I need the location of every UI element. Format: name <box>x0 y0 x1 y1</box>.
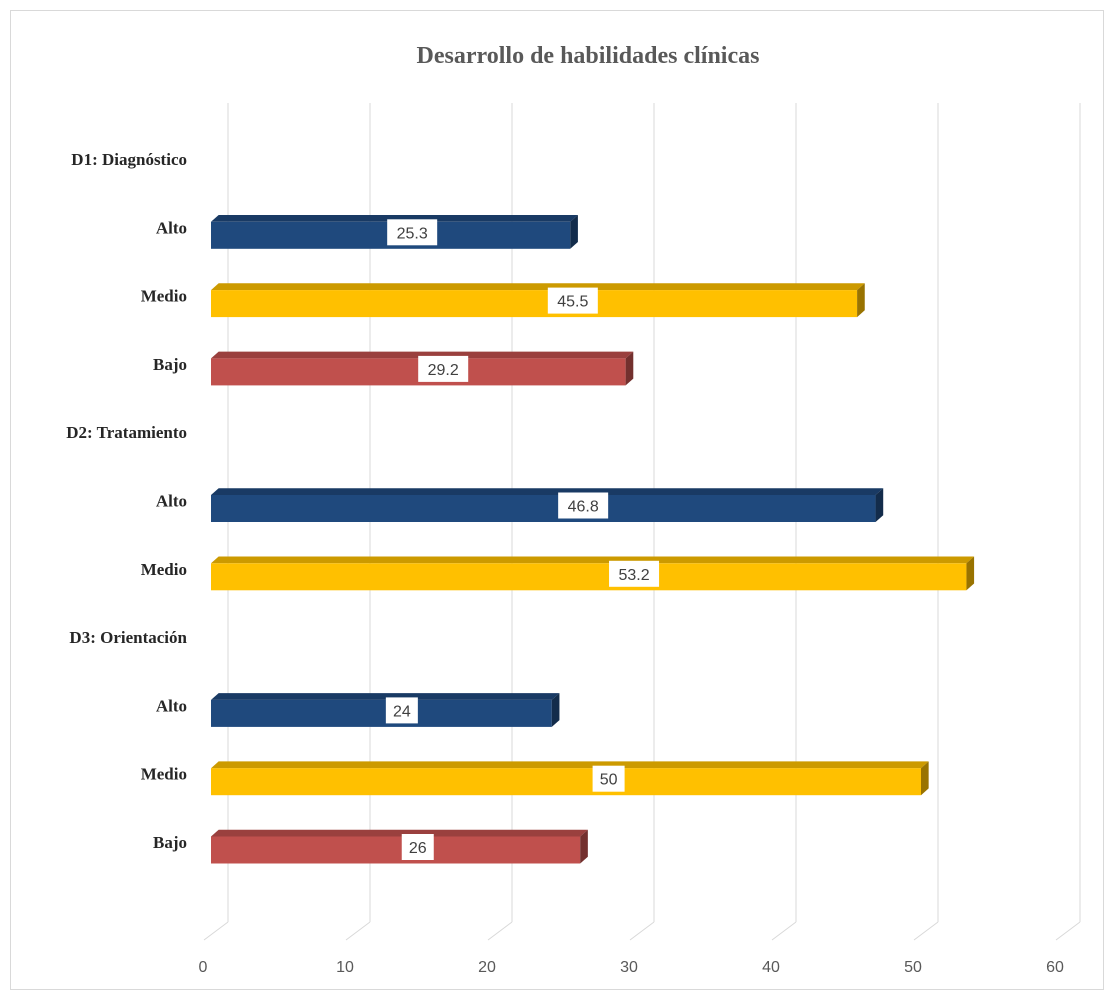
floor-gridline <box>1055 921 1081 941</box>
category-label: Alto <box>156 218 187 237</box>
data-label-text: 50 <box>600 772 618 789</box>
group-label: D3: Orientación <box>69 628 187 647</box>
data-label: 25.3 <box>387 219 438 246</box>
data-label: 26 <box>401 834 434 860</box>
category-label: Bajo <box>153 833 187 852</box>
x-tick-label: 60 <box>1046 959 1064 976</box>
data-label-text: 53.2 <box>618 567 649 584</box>
data-label: 50 <box>592 765 625 792</box>
bar-front <box>211 699 552 727</box>
bar-end <box>875 488 884 522</box>
data-label: 45.5 <box>547 287 598 314</box>
bar-front <box>211 495 876 522</box>
data-label-text: 46.8 <box>568 499 599 516</box>
bar-front <box>211 768 921 796</box>
data-label: 46.8 <box>558 492 609 519</box>
category-label: Alto <box>156 696 187 715</box>
category-label: Medio <box>141 765 187 784</box>
data-label: 24 <box>385 697 418 724</box>
bar-end <box>966 556 975 591</box>
bar-front <box>211 563 967 591</box>
x-axis-ticks: 0 10 20 30 40 50 60 <box>199 959 1064 976</box>
x-tick-label: 50 <box>904 959 922 976</box>
bar-top <box>211 351 634 359</box>
category-label: Medio <box>141 560 187 579</box>
bar-top <box>211 761 929 769</box>
bar <box>211 761 929 796</box>
bar-front <box>211 290 858 318</box>
bar-end <box>551 693 560 727</box>
bar-end <box>580 829 588 864</box>
data-label: 53.2 <box>609 560 660 587</box>
bar <box>211 283 865 318</box>
data-label-box <box>385 697 418 724</box>
data-label-text: 24 <box>393 703 411 720</box>
floor-gridline <box>203 921 229 941</box>
floor-gridline <box>345 921 371 941</box>
bar-top <box>211 693 560 700</box>
bar <box>211 488 884 522</box>
x-tick-label: 40 <box>762 959 780 976</box>
data-label-box <box>609 560 660 587</box>
x-tick-label: 10 <box>336 959 354 976</box>
chart-title: Desarrollo de habilidades clínicas <box>417 43 760 69</box>
data-label-box <box>387 219 438 246</box>
data-label: 29.2 <box>418 355 469 382</box>
data-label-text: 29.2 <box>428 362 459 379</box>
bar-top <box>211 283 865 291</box>
data-label-text: 25.3 <box>397 225 428 242</box>
floor-gridline <box>913 921 939 941</box>
x-tick-label: 0 <box>199 959 208 976</box>
bar-top <box>211 488 884 495</box>
bar-top <box>211 556 975 564</box>
category-labels: D1: Diagnóstico Alto Medio Bajo D2: Tratamie… <box>66 150 187 852</box>
data-label-box <box>592 765 625 792</box>
category-label: Bajo <box>153 355 187 374</box>
bar-top <box>211 829 588 837</box>
bar <box>211 693 560 727</box>
category-label: Medio <box>141 287 187 306</box>
data-label-box <box>418 355 469 382</box>
data-label-box <box>401 834 434 860</box>
bar-end <box>625 351 634 386</box>
data-label-text: 26 <box>409 840 427 857</box>
bar-top <box>211 215 578 222</box>
x-tick-label: 30 <box>620 959 638 976</box>
floor-gridline <box>771 921 797 941</box>
category-label: Alto <box>156 492 187 511</box>
data-label-box <box>547 287 598 314</box>
bar-end <box>921 761 929 796</box>
x-tick-label: 20 <box>478 959 496 976</box>
bar-front <box>211 836 581 864</box>
group-label: D1: Diagnóstico <box>71 150 187 169</box>
floor-gridline <box>487 921 513 941</box>
data-labels: 25.3 45.5 29.2 46.8 53.2 24 50 26 <box>385 219 660 860</box>
data-label-text: 45.5 <box>557 294 588 311</box>
bar <box>211 556 975 591</box>
data-label-box <box>558 492 609 519</box>
floor-gridline <box>629 921 655 941</box>
bar-end <box>857 283 865 318</box>
bar-end <box>570 215 578 249</box>
group-label: D2: Tratamiento <box>66 423 187 442</box>
bar <box>211 829 588 864</box>
